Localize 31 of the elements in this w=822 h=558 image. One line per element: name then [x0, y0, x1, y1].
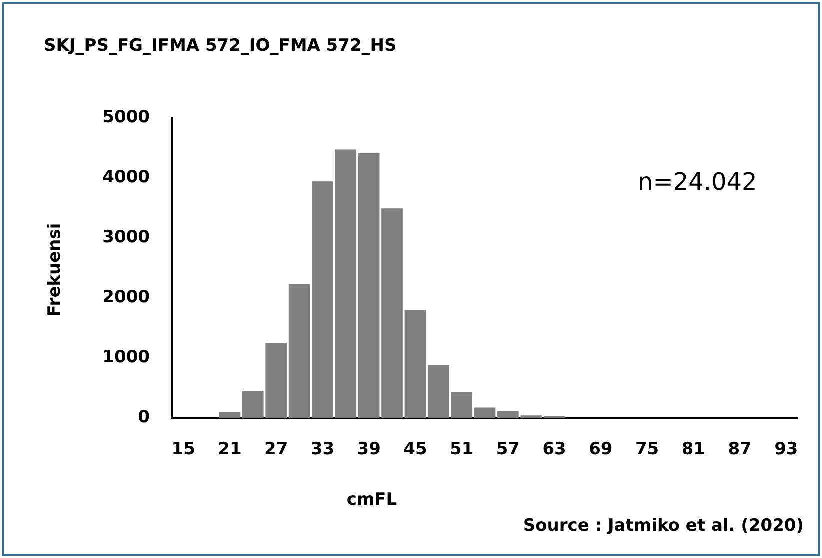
y-tick-label: 2000	[102, 287, 150, 308]
x-tick-label: 93	[774, 440, 798, 460]
x-tick-label: 69	[589, 440, 613, 460]
bar	[382, 208, 403, 418]
x-tick-label: 81	[682, 440, 706, 460]
x-tick-label: 51	[450, 440, 474, 460]
source-note: Source : Jatmiko et al. (2020)	[523, 516, 804, 536]
x-tick-label: 63	[542, 440, 566, 460]
x-tick-label: 15	[172, 440, 196, 460]
x-axis-title: cmFL	[346, 490, 398, 510]
bar	[219, 412, 241, 418]
x-tick-label: 87	[728, 440, 752, 460]
bar	[358, 153, 380, 418]
y-tick-label: 1000	[102, 347, 150, 368]
x-tick-label: 33	[310, 440, 335, 460]
bar	[474, 408, 496, 418]
x-tick-label: 57	[496, 440, 520, 460]
y-tick-label: 0	[138, 407, 150, 428]
bar	[288, 284, 310, 418]
y-tick-label: 4000	[102, 167, 150, 188]
y-tick-label: 5000	[102, 107, 150, 128]
bar	[404, 310, 426, 418]
annotation: n=24.042	[638, 168, 758, 196]
x-tick-label: 75	[635, 440, 660, 460]
x-tick-label: 27	[264, 440, 288, 460]
y-tick-label: 3000	[102, 227, 150, 248]
x-tick-label: 39	[357, 440, 381, 460]
chart-title: SKJ_PS_FG_IFMA 572_IO_FMA 572_HS	[44, 36, 397, 56]
x-tick-label: 21	[218, 440, 242, 460]
y-axis-title: Frekuensi	[45, 223, 65, 317]
x-tick-label: 45	[404, 440, 428, 460]
